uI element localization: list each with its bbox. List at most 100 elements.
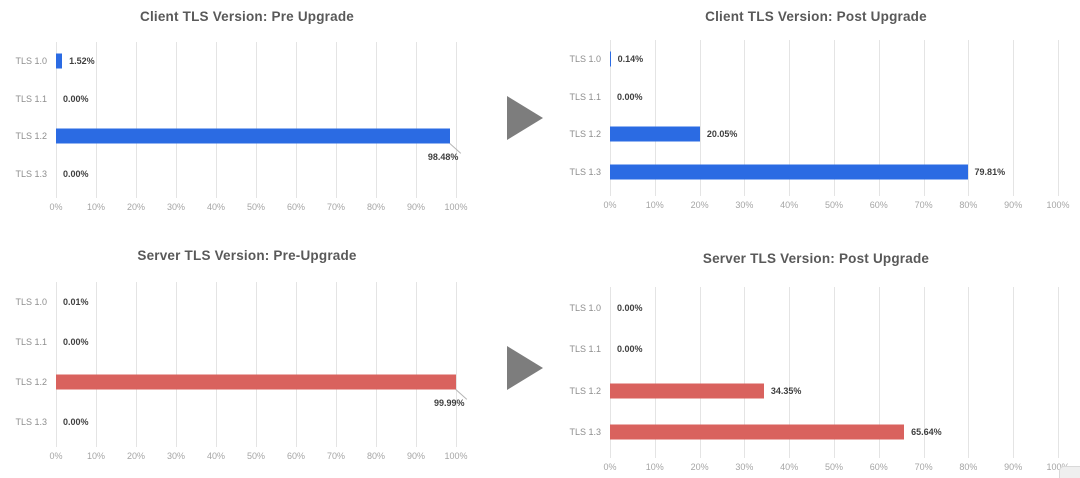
bar-row: TLS 1.1 0.00% (15, 322, 456, 362)
category-label: TLS 1.0 (569, 53, 601, 64)
right-arrow-icon (507, 346, 543, 390)
gridline (56, 282, 57, 447)
gridline (699, 287, 701, 458)
x-axis-tick-label: 60% (869, 462, 888, 472)
value-label: 0.14% (617, 53, 644, 64)
x-axis-tick-label: 70% (326, 202, 346, 212)
x-axis-tick-label: 20% (690, 462, 709, 472)
gridline (654, 40, 656, 196)
x-axis-tick-label: 80% (959, 200, 978, 210)
gridline (296, 282, 297, 447)
gridline (968, 287, 970, 458)
x-axis-tick-label: 60% (869, 200, 888, 210)
x-axis: 0% 10% 20% 30% 40% 50% 60% 70% 80% 90% 100% (49, 202, 467, 214)
corner-artifact (1059, 466, 1080, 478)
bar-row: TLS 1.1 0.00% (569, 78, 1058, 116)
chart-server-pre-upgrade: Server TLS Version: Pre-Upgrade TLS 1.0 0… (8, 243, 486, 471)
bar (610, 383, 764, 399)
x-axis-tick-label: 0% (49, 451, 63, 461)
x-axis-tick-label: 10% (86, 451, 106, 461)
x-axis-tick-label: 20% (126, 451, 146, 461)
x-axis: 0% 10% 20% 30% 40% 50% 60% 70% 80% 90% 100% (603, 200, 1069, 212)
gridline (376, 282, 377, 447)
gridline (834, 287, 835, 458)
category-label: TLS 1.3 (569, 167, 601, 178)
gridline (1013, 40, 1015, 196)
x-axis-tick-label: 50% (246, 451, 266, 461)
category-label: TLS 1.2 (15, 377, 47, 387)
bar (610, 126, 700, 142)
bar-row: TLS 1.0 0.14% (569, 40, 1058, 78)
bar (610, 51, 611, 67)
bar-row: TLS 1.3 0.00% (15, 402, 456, 442)
plot-area: TLS 1.0 0.00% TLS 1.1 0.00% TLS 1.2 34.35% TLS… (569, 287, 1059, 458)
value-label: 20.05% (706, 129, 738, 140)
gridline (654, 287, 656, 458)
bar-row: TLS 1.1 0.00% (15, 80, 456, 118)
bar-row: TLS 1.1 0.00% (569, 329, 1058, 371)
category-label: TLS 1.1 (569, 344, 601, 355)
gridline (744, 287, 746, 458)
chart-client-post-upgrade: Client TLS Version: Post Upgrade TLS 1.0… (560, 4, 1072, 216)
category-label: TLS 1.3 (569, 427, 601, 438)
gridline (96, 282, 97, 447)
category-label: TLS 1.3 (15, 169, 47, 180)
gridline (56, 42, 57, 198)
bar-row: TLS 1.0 1.52% (15, 42, 456, 80)
x-axis-tick-label: 70% (914, 200, 933, 210)
value-label: 0.00% (617, 302, 643, 313)
gridline (336, 42, 337, 198)
x-axis-tick-label: 30% (166, 451, 186, 461)
x-axis-tick-label: 30% (166, 202, 186, 212)
gridline (136, 282, 137, 447)
value-label: 0.00% (63, 93, 89, 104)
x-axis-tick-label: 100% (444, 202, 468, 212)
chart-client-pre-upgrade: Client TLS Version: Pre Upgrade TLS 1.0 1… (8, 4, 486, 216)
x-axis: 0% 10% 20% 30% 40% 50% 60% 70% 80% 90% 100% (49, 451, 467, 463)
chart-title: Server TLS Version: Pre-Upgrade (137, 248, 357, 263)
chart-server-post-upgrade: Server TLS Version: Post Upgrade TLS 1.0… (560, 246, 1072, 476)
gridline (256, 282, 257, 447)
x-axis-tick-label: 50% (824, 462, 844, 472)
chart-title: Client TLS Version: Pre Upgrade (140, 9, 354, 24)
category-label: TLS 1.2 (569, 385, 601, 396)
bar-row: TLS 1.2 20.05% (569, 116, 1058, 154)
x-axis-tick-label: 10% (645, 462, 664, 472)
chart-title: Client TLS Version: Post Upgrade (705, 9, 927, 24)
category-label: TLS 1.0 (15, 55, 47, 66)
gridline (336, 282, 337, 447)
x-axis-tick-label: 80% (366, 451, 386, 461)
gridline (296, 42, 297, 198)
gridline (216, 282, 217, 447)
gridline (968, 40, 970, 196)
gridline (834, 40, 835, 196)
x-axis-tick-label: 10% (86, 202, 106, 212)
gridline (789, 287, 791, 458)
x-axis-tick-label: 60% (286, 202, 306, 212)
bar (610, 424, 905, 440)
x-axis-tick-label: 100% (444, 451, 468, 461)
value-label: 0.00% (63, 417, 89, 427)
x-axis-tick-label: 20% (690, 200, 709, 210)
gridline (456, 282, 457, 447)
x-axis-tick-label: 40% (206, 202, 226, 212)
category-label: TLS 1.1 (15, 93, 47, 104)
gridline (1013, 287, 1015, 458)
value-label: 79.81% (974, 167, 1006, 178)
x-axis-tick-label: 10% (645, 200, 664, 210)
gridline (878, 287, 880, 458)
x-axis-tick-label: 30% (735, 200, 754, 210)
bar (610, 164, 968, 180)
x-axis-tick-label: 30% (735, 462, 754, 472)
bar-row: TLS 1.0 0.01% (15, 282, 456, 322)
category-label: TLS 1.0 (15, 297, 47, 307)
gridline (610, 287, 611, 458)
gridline (878, 40, 880, 196)
x-axis-tick-label: 90% (1004, 200, 1023, 210)
chart-title: Server TLS Version: Post Upgrade (702, 251, 930, 266)
value-label: 65.64% (911, 427, 942, 438)
category-label: TLS 1.3 (15, 417, 47, 427)
category-label: TLS 1.1 (15, 337, 47, 347)
gridline (923, 40, 925, 196)
plot-area: TLS 1.0 0.14% TLS 1.1 0.00% TLS 1.2 20.05% TLS… (569, 40, 1059, 196)
